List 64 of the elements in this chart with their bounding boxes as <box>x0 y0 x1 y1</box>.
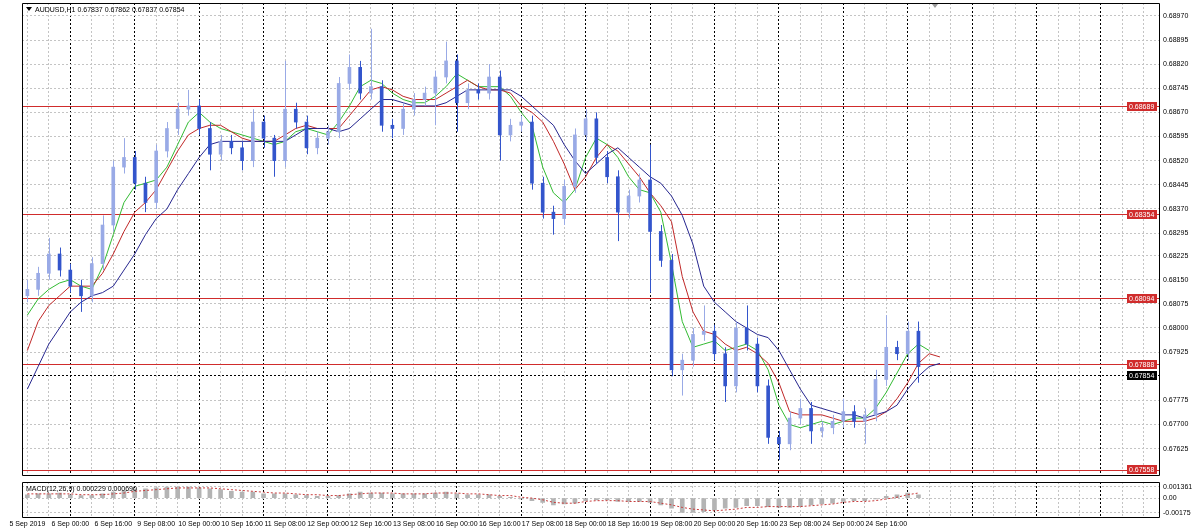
candlestick <box>637 173 642 203</box>
candlestick <box>175 102 180 136</box>
bar <box>722 498 728 509</box>
bar <box>840 498 846 502</box>
bar <box>293 494 299 498</box>
candlestick <box>47 237 51 281</box>
candlestick <box>487 63 491 101</box>
bar <box>390 493 395 498</box>
candlestick <box>605 150 609 184</box>
bar <box>583 498 588 501</box>
bar <box>701 498 707 512</box>
candlestick <box>369 28 373 101</box>
candlestick <box>444 41 448 84</box>
candlestick <box>809 401 813 445</box>
candlestick <box>326 124 330 146</box>
bar <box>261 493 266 498</box>
candlestick <box>701 304 706 342</box>
candlestick <box>841 398 846 429</box>
bar <box>733 498 739 508</box>
bar <box>851 498 857 501</box>
bar <box>636 498 642 502</box>
bar <box>744 498 749 507</box>
candlestick <box>272 134 277 178</box>
bar <box>862 498 868 501</box>
candlestick <box>777 430 781 461</box>
bar <box>175 486 180 498</box>
candlestick <box>744 304 749 352</box>
candlestick <box>895 340 899 361</box>
bar <box>679 498 685 513</box>
bar <box>250 491 256 498</box>
bar <box>916 494 921 498</box>
bar <box>78 495 84 498</box>
candlestick <box>315 131 320 155</box>
bar <box>433 492 438 498</box>
candlestick <box>79 279 83 313</box>
bar <box>787 498 792 508</box>
bar <box>712 498 717 511</box>
bar <box>819 498 825 505</box>
candlestick <box>680 353 685 397</box>
candlestick <box>905 321 910 361</box>
bar <box>229 490 234 498</box>
bar <box>143 488 148 498</box>
candlestick <box>68 263 73 294</box>
bar <box>465 494 470 498</box>
candlestick <box>412 92 416 117</box>
bar <box>669 498 674 509</box>
candlestick <box>122 137 126 175</box>
candlestick <box>852 404 856 429</box>
line-series <box>26 487 919 512</box>
bar <box>755 498 760 507</box>
bar <box>218 489 223 498</box>
bar <box>798 498 803 507</box>
bar <box>186 486 191 498</box>
candlestick <box>293 102 298 129</box>
candlestick <box>862 407 867 445</box>
bar <box>153 487 159 498</box>
candlestick <box>36 266 40 297</box>
candlestick <box>165 121 169 158</box>
candlestick <box>240 140 244 171</box>
bar <box>89 495 95 498</box>
candlestick <box>197 99 201 136</box>
candlestick <box>401 102 405 136</box>
bar <box>304 495 309 498</box>
bar <box>830 498 835 504</box>
